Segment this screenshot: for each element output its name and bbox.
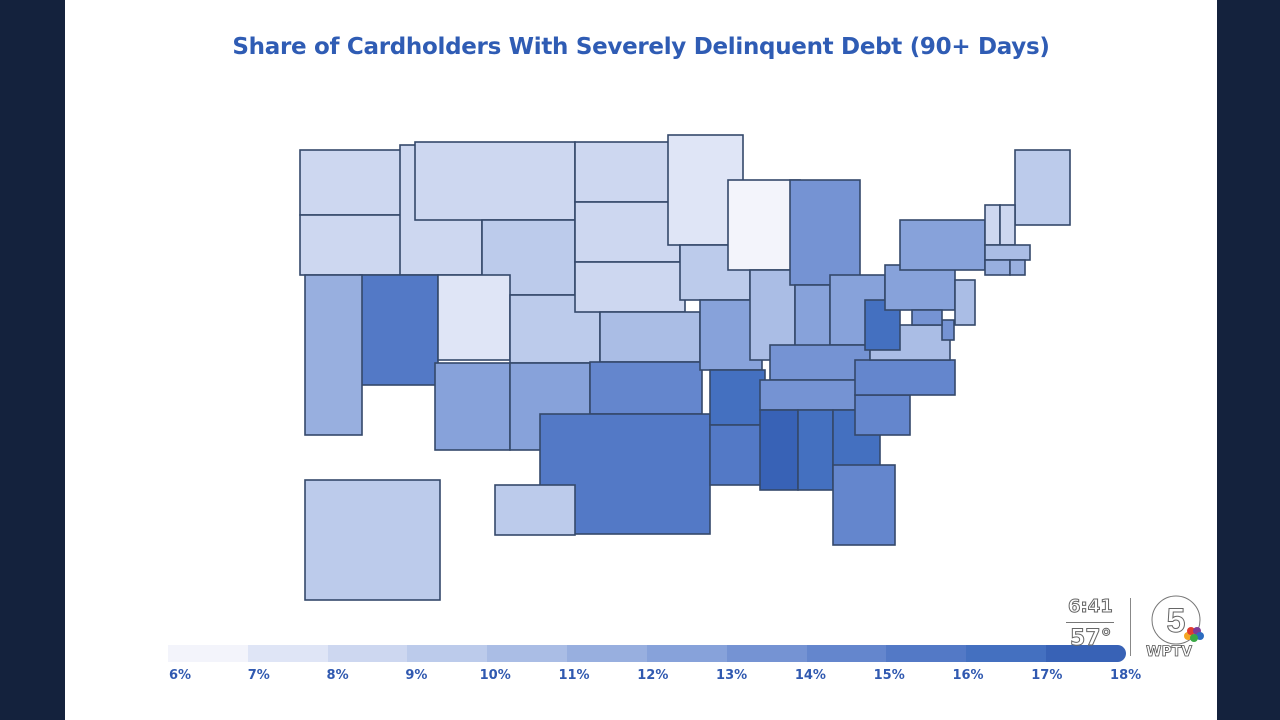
legend-tick-label: 17% (1031, 668, 1063, 683)
legend-tick-label: 7% (247, 668, 270, 683)
state-vt (984, 204, 1001, 246)
state-nj (954, 279, 976, 326)
state-wv (864, 299, 901, 351)
svg-text:5: 5 (1167, 602, 1186, 640)
state-sd (574, 201, 681, 263)
legend-tick-label: 6% (168, 668, 192, 683)
legend-tick-label: 15% (873, 668, 905, 683)
legend-tick-label: 8% (326, 668, 349, 683)
color-legend (168, 645, 1126, 662)
divider (1130, 598, 1131, 656)
state-nh (999, 204, 1016, 246)
legend-tick-label: 12% (637, 668, 669, 683)
state-ne (574, 261, 686, 313)
state-mt (414, 141, 576, 221)
state-az (434, 362, 511, 451)
legend-bin (327, 645, 408, 662)
state-pa (884, 264, 956, 311)
map-title: Share of Cardholders With Severely Delin… (232, 34, 1050, 60)
state-ms (759, 409, 799, 491)
legend-bin (247, 645, 328, 662)
state-ca (304, 274, 363, 436)
channel-5-logo: 5 (1150, 594, 1204, 646)
state-ct (984, 259, 1011, 276)
state-sc (854, 394, 911, 436)
legend-bin (168, 645, 248, 662)
station-call-letters: WPTV (1146, 644, 1193, 661)
state-ar (709, 369, 766, 426)
legend-tick-label: 9% (405, 668, 428, 683)
state-mi (789, 179, 861, 286)
state-hi (494, 484, 576, 536)
state-or (299, 214, 403, 276)
state-md (911, 309, 943, 326)
legend-tick-label: 16% (952, 668, 984, 683)
legend-bin (806, 645, 887, 662)
legend-tick-label: 13% (716, 668, 748, 683)
state-ut (437, 274, 511, 361)
state-ak (304, 479, 441, 601)
state-nd (574, 141, 671, 203)
state-al (797, 409, 834, 491)
legend-tick-label: 14% (794, 668, 826, 683)
legend-bin (886, 645, 967, 662)
legend-tick-label: 10% (479, 668, 511, 683)
state-ks (599, 311, 701, 363)
state-ky (769, 344, 871, 381)
state-ny (899, 219, 986, 271)
state-wa (299, 149, 403, 216)
state-fl (832, 464, 896, 546)
state-nc (854, 359, 956, 396)
legend-tick-label: 11% (558, 668, 590, 683)
state-ok (589, 361, 703, 415)
state-wi (727, 179, 801, 271)
legend-tick-label: 18% (1110, 668, 1142, 683)
state-de (941, 319, 955, 341)
state-nv (359, 274, 439, 386)
station-bug: 6:41 57° 5 WPTV (1060, 592, 1220, 662)
temperature-display: 57° (1070, 626, 1113, 652)
legend-bin (966, 645, 1047, 662)
peacock-icon (1184, 627, 1204, 642)
state-me (1014, 149, 1071, 226)
legend-bin (726, 645, 807, 662)
legend-bin (646, 645, 727, 662)
legend-bin (567, 645, 647, 662)
legend-bin (487, 645, 568, 662)
legend-bin (407, 645, 488, 662)
time-display: 6:41 (1068, 596, 1114, 618)
state-ri (1009, 259, 1026, 276)
legend-bin (1046, 645, 1126, 662)
divider (1066, 622, 1114, 623)
state-ma (984, 244, 1031, 261)
